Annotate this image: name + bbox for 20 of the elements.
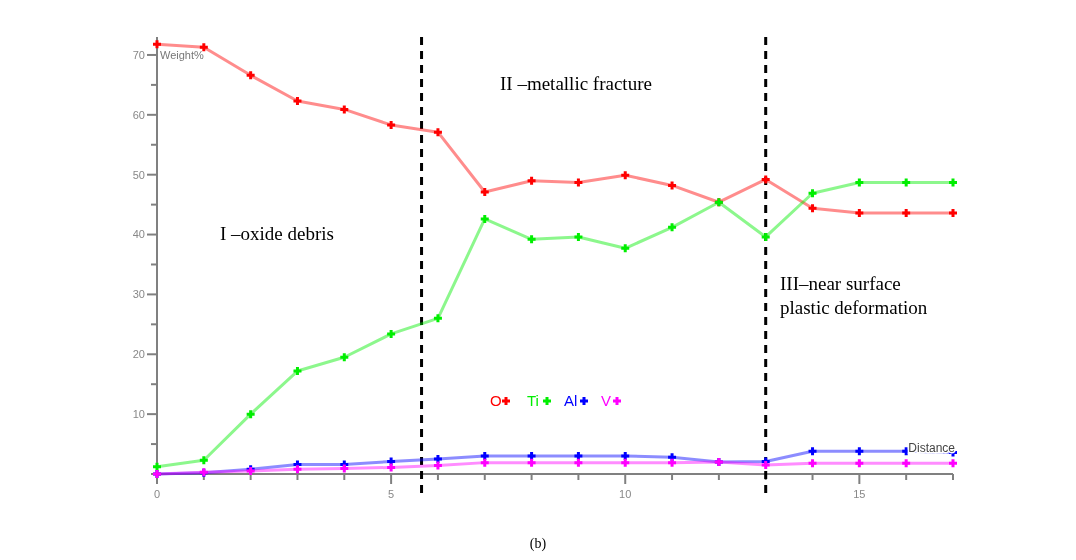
y-tick-label: 60 [132,108,145,121]
annotation: I –oxide debris [220,223,334,244]
legend-label: V [601,392,612,409]
x-tick-label: 0 [153,488,161,500]
x-tick-label: 5 [388,488,395,500]
annotation: III–near surface plastic deformation [780,273,928,318]
x-tick-label: 10 [619,488,632,500]
x-tick-label: 15 [853,488,866,500]
y-tick-label: 70 [132,48,145,61]
y-tick-label: 30 [132,288,145,301]
y-tick-label: 20 [132,348,145,361]
y-axis-title: Weight% [160,48,205,61]
annotation: II –metallic fracture [500,73,652,94]
y-tick-label: 40 [132,228,145,241]
y-tick-label: 10 [132,407,145,420]
y-tick-label: 50 [132,168,145,181]
legend-label: Al [564,392,578,409]
legend-label: O [490,392,502,409]
legend-label: Ti [527,392,539,409]
text: (b) [529,536,547,552]
